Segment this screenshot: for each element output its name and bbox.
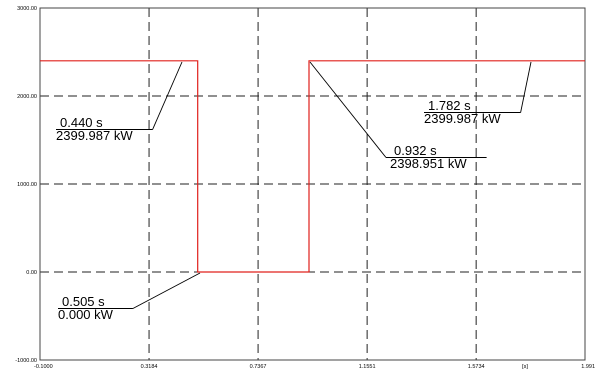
y-tick-label: 2000.00 xyxy=(17,94,37,100)
y-tick-label: 1000.00 xyxy=(17,182,37,188)
x-tick-label: 0.7367 xyxy=(250,364,267,370)
annotation: 0.505 s0.000 kW xyxy=(58,272,201,322)
y-tick-label: 3000.00 xyxy=(17,6,37,12)
annotation-value: 2399.987 kW xyxy=(56,128,133,143)
annotation-time: 0.932 s xyxy=(394,143,437,158)
x-tick-label: 0.3184 xyxy=(141,364,158,370)
series-layer xyxy=(40,60,585,273)
x-tick-label: 1.991 xyxy=(581,364,595,370)
annotation-time: 0.505 s xyxy=(62,294,105,309)
y-tick-label: -1000.00 xyxy=(15,358,37,364)
x-tick-label: -0.1000 xyxy=(34,364,53,370)
y-tick-label: 0.00 xyxy=(26,270,37,276)
series-line xyxy=(40,60,585,273)
axis-ticks: -0.1000 0.3184 0.7367 1.1551 1.5734 1.991 3000… xyxy=(15,6,595,370)
annotation-leader xyxy=(309,61,387,158)
plot-frame xyxy=(39,7,586,361)
annotation-leader xyxy=(132,272,201,309)
grid xyxy=(40,8,585,360)
x-tick-label: 1.1551 xyxy=(359,364,376,370)
annotation-leader xyxy=(520,61,532,113)
annotation-value: 2399.987 kW xyxy=(424,111,501,126)
annotation-time: 0.440 s xyxy=(60,115,103,130)
annotation-time: 1.782 s xyxy=(428,98,471,113)
annotation-leader xyxy=(152,61,183,130)
x-unit-label: [s] xyxy=(522,364,528,370)
annotation-value: 2398.951 kW xyxy=(390,156,467,171)
x-tick-label: 1.5734 xyxy=(468,364,485,370)
annotation-value: 0.000 kW xyxy=(58,307,114,322)
